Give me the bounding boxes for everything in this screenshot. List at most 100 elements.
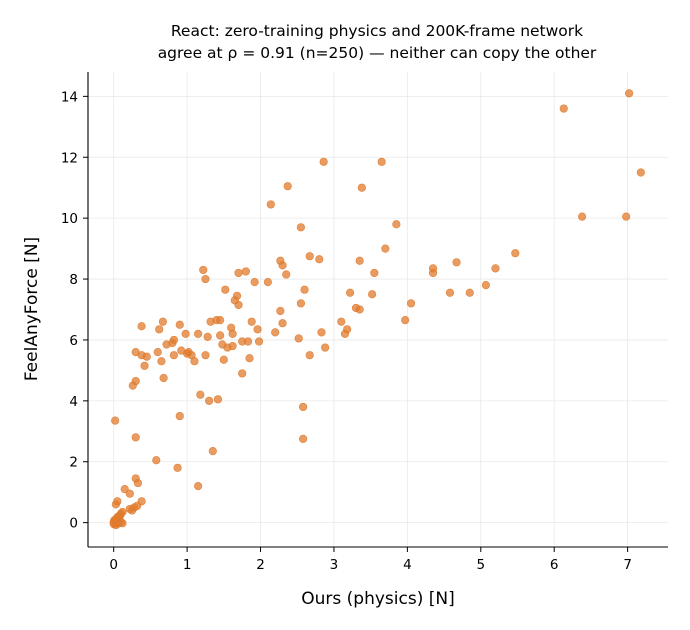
data-point — [216, 331, 225, 340]
data-point — [355, 305, 364, 314]
data-point — [283, 182, 292, 191]
data-point — [208, 446, 217, 456]
data-point — [131, 376, 140, 386]
y-tick-label: 6 — [69, 333, 78, 349]
x-axis-label: Ours (physics) [N] — [301, 589, 454, 609]
data-point — [250, 278, 259, 287]
data-point — [305, 351, 314, 360]
data-point — [213, 395, 223, 404]
data-point — [299, 434, 308, 444]
data-point — [294, 334, 303, 343]
data-point — [266, 200, 275, 209]
data-point — [299, 402, 308, 412]
data-point — [216, 316, 225, 325]
data-point — [300, 285, 309, 294]
x-tick-label: 3 — [330, 557, 339, 573]
data-point — [315, 255, 324, 264]
data-point — [381, 244, 390, 253]
data-point — [319, 157, 328, 166]
data-point — [622, 212, 631, 221]
data-point — [175, 411, 184, 421]
data-point — [271, 328, 280, 337]
x-tick-label: 7 — [623, 557, 632, 573]
data-point — [131, 433, 140, 442]
data-point — [201, 274, 210, 284]
data-point — [169, 335, 178, 345]
data-point — [278, 261, 287, 270]
scatter-points — [109, 89, 645, 530]
y-tick-label: 14 — [61, 89, 78, 105]
data-point — [125, 489, 134, 498]
data-point — [199, 265, 208, 275]
data-point — [428, 264, 438, 273]
data-point — [201, 351, 210, 360]
data-point — [159, 373, 168, 383]
data-point — [343, 325, 352, 334]
data-point — [111, 416, 120, 425]
data-point — [169, 351, 178, 360]
grid — [88, 72, 668, 547]
data-point — [247, 317, 256, 326]
data-point — [118, 507, 127, 517]
data-point — [282, 270, 291, 279]
x-tick-label: 2 — [256, 557, 265, 573]
data-point — [577, 212, 587, 221]
data-point — [137, 497, 146, 506]
x-axis-ticks: 0 1 2 3 4 5 6 7 — [109, 547, 632, 573]
data-point — [196, 390, 205, 399]
data-point — [377, 157, 386, 166]
data-point — [116, 517, 126, 527]
data-point — [241, 267, 250, 276]
y-tick-label: 8 — [69, 272, 78, 288]
data-point — [636, 168, 645, 177]
data-point — [125, 504, 134, 514]
y-tick-label: 4 — [69, 394, 78, 410]
x-tick-label: 4 — [403, 557, 412, 573]
data-point — [452, 258, 461, 267]
data-point — [276, 306, 285, 316]
data-point — [142, 352, 151, 361]
data-point — [140, 361, 149, 370]
data-point — [624, 89, 634, 98]
data-point — [243, 337, 253, 346]
data-point — [113, 497, 122, 506]
data-point — [109, 517, 118, 526]
data-point — [357, 183, 366, 192]
data-point — [234, 268, 243, 278]
data-point — [278, 319, 287, 328]
data-point — [445, 288, 455, 297]
data-point — [559, 104, 568, 113]
data-point — [203, 332, 212, 342]
data-point — [158, 317, 167, 326]
data-point — [392, 220, 401, 229]
data-point — [120, 485, 129, 494]
data-point — [245, 354, 254, 363]
data-point — [228, 329, 237, 338]
data-point — [194, 329, 203, 338]
y-axis-ticks: 0 2 4 6 8 10 12 14 — [61, 89, 88, 532]
data-point — [219, 355, 228, 364]
data-point — [337, 317, 346, 326]
data-point — [511, 249, 520, 258]
data-point — [175, 320, 184, 329]
data-point — [296, 299, 306, 308]
x-tick-label: 5 — [476, 557, 485, 573]
data-point — [228, 341, 237, 351]
data-point — [465, 288, 474, 297]
data-point — [137, 322, 146, 331]
data-point — [263, 278, 272, 287]
data-point — [317, 328, 326, 337]
data-point — [321, 343, 330, 352]
data-point — [232, 291, 242, 300]
y-axis-label: FeelAnyForce [N] — [22, 237, 42, 381]
data-point — [133, 478, 143, 488]
y-tick-label: 0 — [69, 516, 78, 532]
data-point — [305, 252, 314, 261]
y-tick-label: 12 — [61, 150, 78, 166]
data-point — [221, 285, 230, 294]
data-point — [181, 329, 190, 338]
data-point — [355, 256, 364, 265]
y-tick-label: 10 — [61, 211, 78, 227]
x-tick-label: 0 — [109, 557, 118, 573]
data-point — [173, 463, 182, 472]
